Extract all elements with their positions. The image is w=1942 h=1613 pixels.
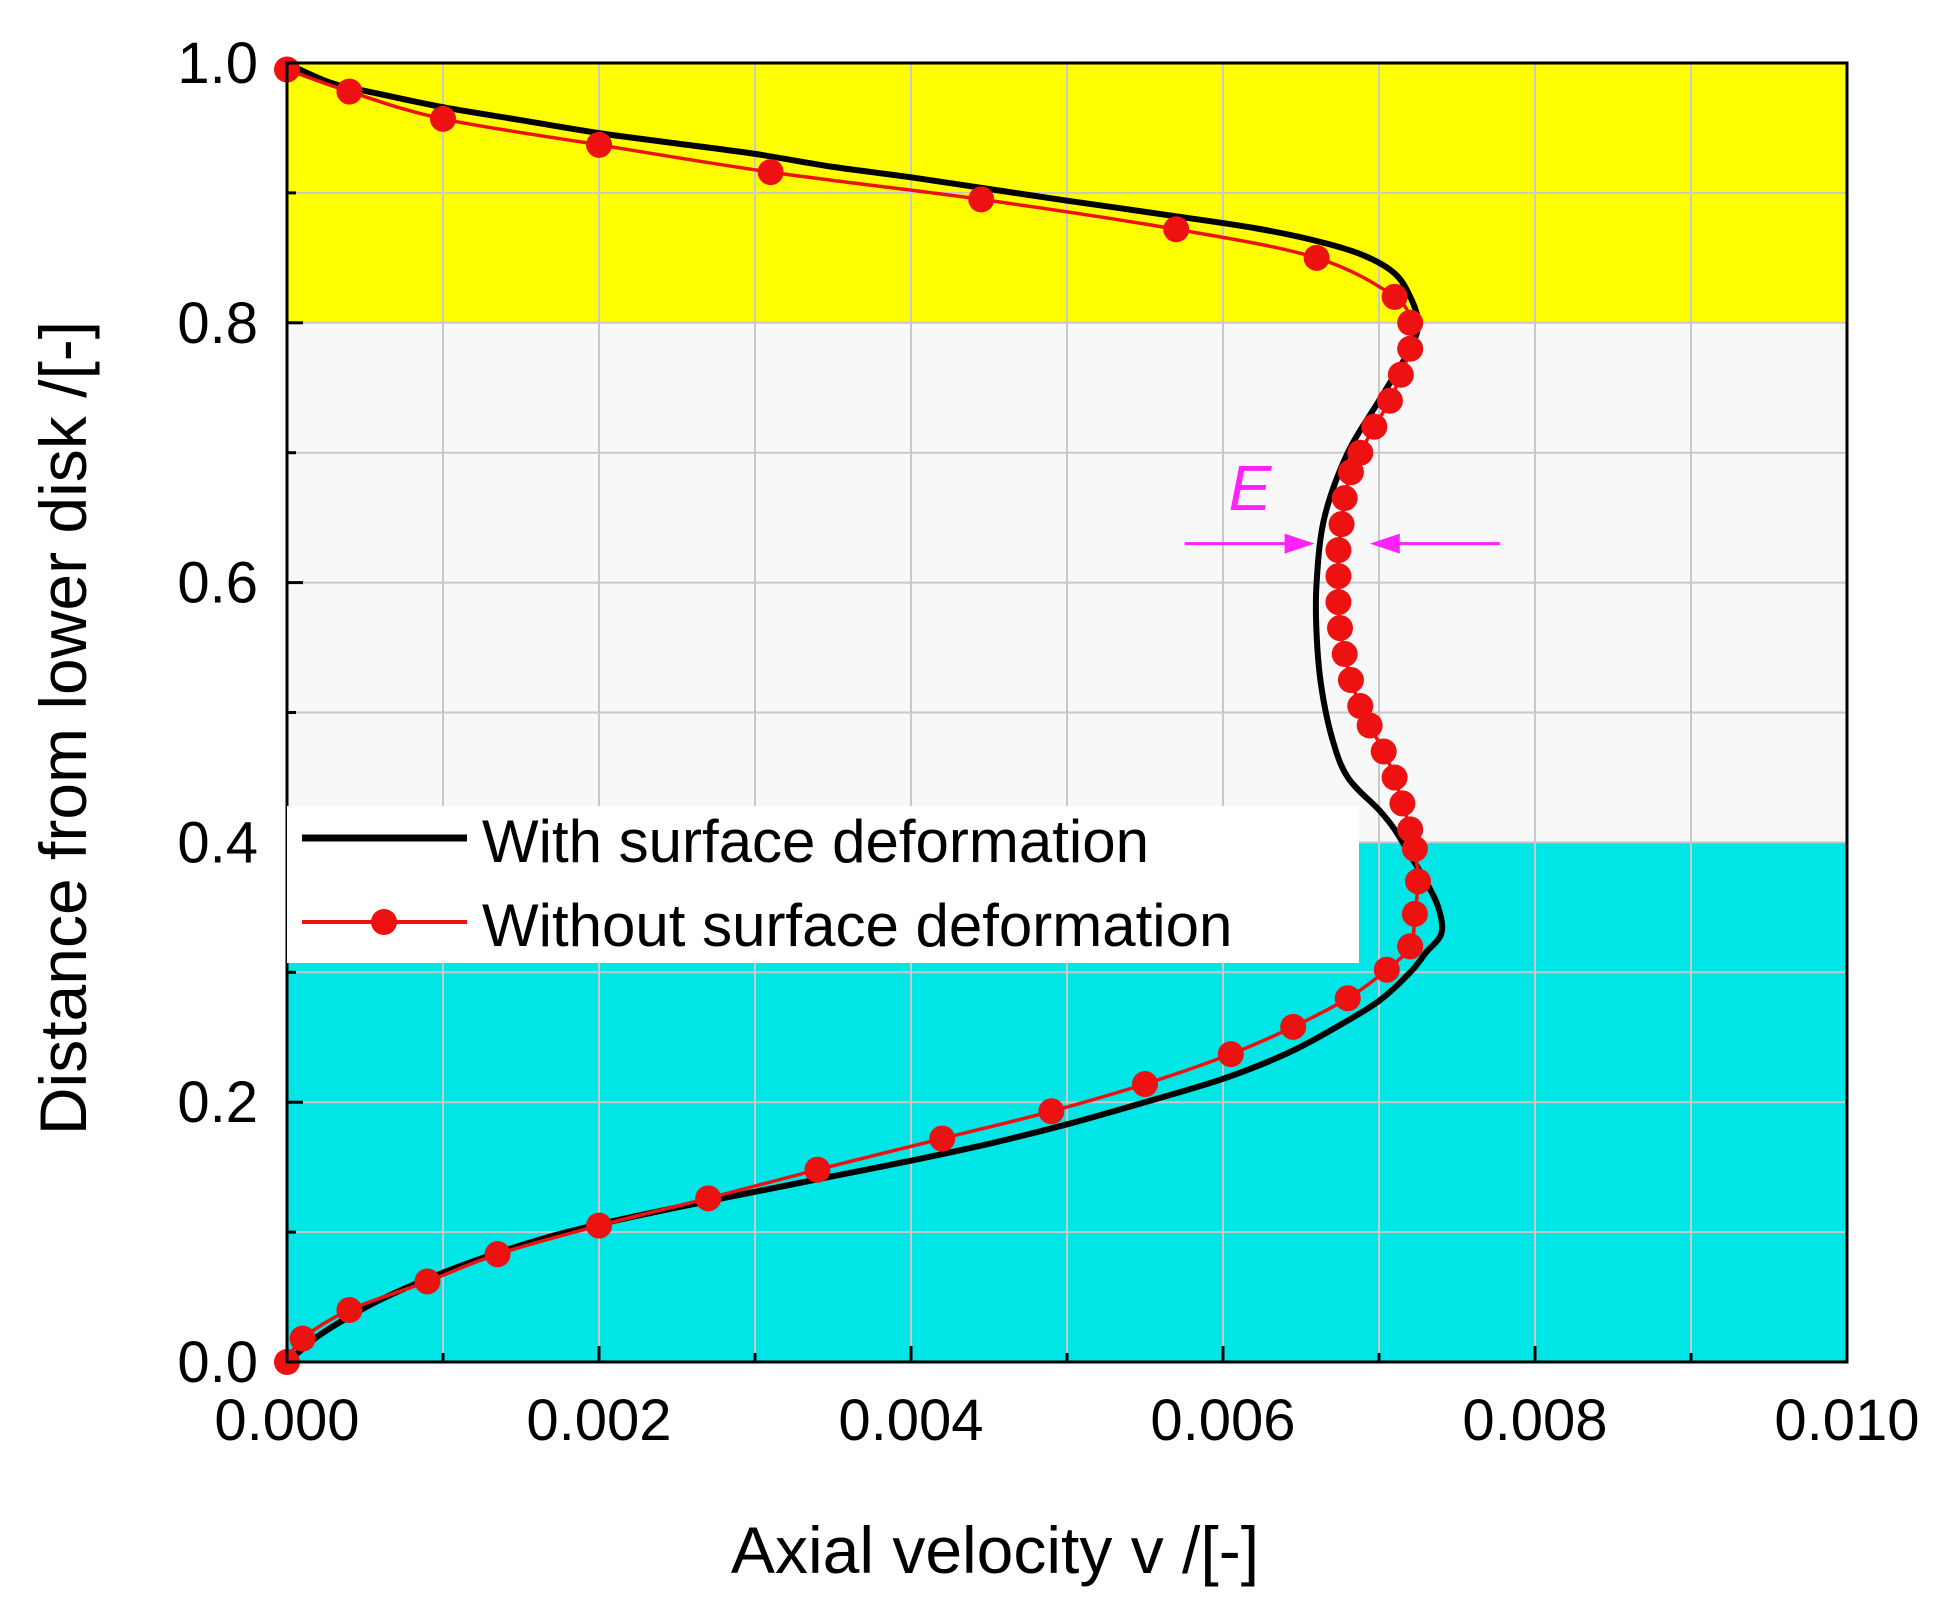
data-point-without [1347,693,1374,720]
data-point-without [804,1156,831,1183]
data-point-without [1163,216,1190,243]
data-point-without [1038,1098,1065,1125]
data-point-without [1381,283,1408,310]
legend-box [287,806,1359,963]
y-tick-label: 0.6 [177,551,258,616]
data-point-without [586,131,612,158]
data-point-without [289,1325,316,1352]
y-tick-label: 0.2 [177,1070,258,1135]
data-point-without [1325,537,1352,564]
data-point-without [1401,900,1428,927]
data-point-without [929,1125,956,1152]
data-point-without [1397,335,1424,362]
x-tick-label: 0.008 [1462,1388,1607,1453]
x-tick-label: 0.004 [838,1388,983,1453]
data-point-without [1381,764,1408,791]
data-point-without [1397,309,1424,336]
y-tick-label: 1.0 [177,31,258,96]
data-point-without [1397,933,1424,960]
series-without-surface-deformation [274,56,1431,1375]
data-point-without [1325,563,1352,590]
data-point-without [1389,790,1416,817]
data-point-without [1327,615,1353,642]
data-point-without [336,78,363,105]
data-point-without [1376,387,1403,414]
data-point-without [336,1297,363,1324]
data-point-without [1217,1041,1244,1068]
data-point-without [757,159,784,186]
data-point-without [1334,985,1361,1012]
data-point-without [1356,712,1383,739]
data-point-without [414,1268,441,1295]
data-point-without [1387,361,1414,388]
legend-label-with: With surface deformation [482,808,1149,875]
data-point-without [968,186,995,213]
y-tick-labels: 0.0 0.2 0.4 0.6 0.8 1.0 [177,31,258,1395]
grid-lines [287,63,1847,1362]
legend: With surface deformation Without surface… [287,806,1359,963]
data-point-without [1361,413,1388,440]
data-point-without [1337,459,1364,486]
x-axis-title: Axial velocity v /[-] [731,1513,1259,1587]
data-point-without [1303,244,1330,271]
data-point-without [1401,835,1428,862]
x-tick-label: 0.010 [1774,1388,1919,1453]
legend-label-without: Without surface deformation [482,892,1232,959]
data-point-without [1373,956,1400,983]
legend-marker-without [371,909,397,935]
annotation-arrowhead-left [1284,533,1315,554]
data-point-without [1370,738,1397,765]
data-point-without [1280,1013,1307,1040]
data-point-without [430,105,456,132]
data-point-without [1325,589,1352,616]
y-axis-title: Distance from lower disk /[-] [26,321,100,1135]
data-point-without [1337,667,1364,694]
data-point-without [1331,485,1358,512]
data-point-without [1328,511,1355,538]
data-point-without [1397,816,1424,843]
data-point-without [695,1185,722,1212]
data-point-without [1405,868,1431,895]
x-tick-labels: 0.000 0.002 0.004 0.006 0.008 0.010 [214,1388,1919,1453]
data-point-without [586,1212,612,1239]
annotation-arrowhead-right [1369,533,1400,554]
x-tick-label: 0.000 [214,1388,359,1453]
plot-frame [285,61,1849,1364]
annotation-label: E [1229,452,1273,524]
data-point-without [1132,1071,1158,1098]
x-tick-label: 0.002 [526,1388,671,1453]
y-tick-label: 0.0 [177,1330,258,1395]
annotation-e: E [1184,452,1500,554]
x-tick-label: 0.006 [1150,1388,1295,1453]
data-point-without [484,1241,511,1268]
y-tick-label: 0.8 [177,291,258,356]
data-point-without [1347,439,1374,466]
data-point-without [1331,641,1358,668]
y-tick-label: 0.4 [177,810,258,875]
